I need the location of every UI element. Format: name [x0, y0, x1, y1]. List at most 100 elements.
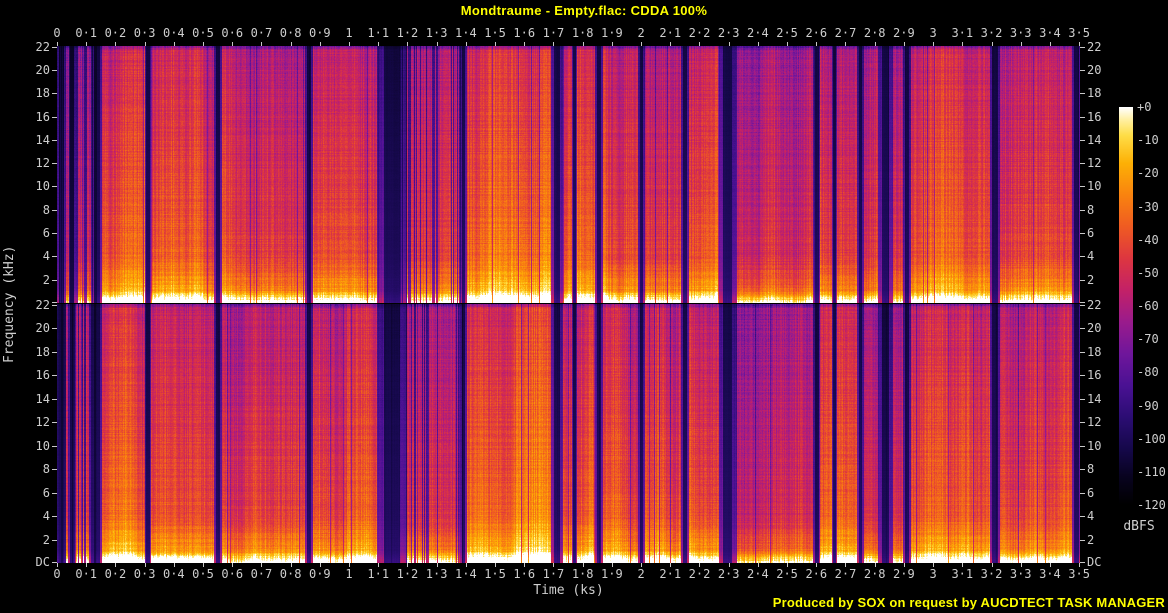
- x-tick: [436, 42, 438, 46]
- x-tick-label: 1·8: [571, 26, 594, 40]
- freq-tick: [52, 116, 57, 118]
- x-tick: [378, 42, 380, 46]
- freq-tick: [52, 492, 57, 494]
- x-tick-label: 0·9: [308, 26, 331, 40]
- freq-tick: [1080, 445, 1085, 447]
- freq-tick-dc: [1080, 302, 1085, 303]
- freq-tick-dc: [52, 302, 57, 303]
- freq-tick-label: 8: [1087, 202, 1095, 217]
- freq-tick: [52, 69, 57, 71]
- colorbar-tick-label: -80: [1137, 365, 1159, 380]
- x-tick: [582, 563, 584, 567]
- freq-tick: [52, 233, 57, 235]
- x-tick: [816, 563, 818, 567]
- x-tick-label: 0·6: [221, 567, 244, 581]
- freq-tick-label: 20: [1087, 62, 1102, 77]
- freq-tick-label: 16: [1087, 109, 1102, 124]
- x-tick: [1049, 42, 1051, 46]
- freq-tick-label: 2: [1087, 272, 1095, 287]
- x-tick-label: 1·1: [367, 567, 390, 581]
- freq-tick-label: 10: [1087, 438, 1102, 453]
- colorbar-tick-label: -20: [1137, 166, 1159, 181]
- freq-tick: [52, 375, 57, 377]
- x-tick: [874, 42, 876, 46]
- freq-tick-label: 6: [42, 226, 50, 241]
- freq-tick-label: 2: [1087, 532, 1095, 547]
- freq-tick: [1080, 209, 1085, 211]
- x-tick-label: 2·5: [776, 26, 798, 40]
- freq-tick-label-dc: DC: [1087, 555, 1102, 569]
- x-tick-label: 3: [929, 26, 937, 40]
- freq-tick-label: 22: [1087, 297, 1102, 312]
- freq-tick-label: 18: [35, 344, 50, 359]
- x-tick-label: 1·5: [484, 26, 506, 40]
- x-tick: [1020, 563, 1022, 567]
- x-tick: [173, 42, 175, 46]
- x-tick: [699, 42, 701, 46]
- x-tick-label: 1·7: [542, 567, 565, 581]
- x-tick: [232, 563, 234, 567]
- x-tick: [465, 42, 467, 46]
- x-tick: [144, 563, 146, 567]
- x-tick-label: 2·8: [863, 567, 886, 581]
- freq-tick-label: 16: [35, 109, 50, 124]
- spectrogram-title: Mondtraume - Empty.flac: CDDA 100%: [460, 3, 708, 18]
- freq-tick-label: 2: [42, 272, 50, 287]
- x-tick: [407, 563, 409, 567]
- x-tick-label: 0·2: [104, 567, 127, 581]
- freq-tick-label: 4: [42, 509, 50, 524]
- x-tick-label: 0·4: [162, 26, 185, 40]
- freq-tick-label: 6: [1087, 485, 1095, 500]
- freq-tick: [1080, 398, 1085, 400]
- x-tick-label: 0·1: [75, 26, 98, 40]
- x-tick: [1049, 563, 1051, 567]
- x-tick: [962, 563, 964, 567]
- x-tick-label: 0: [53, 567, 61, 581]
- colorbar-tick-label: -10: [1137, 133, 1159, 148]
- freq-tick: [52, 398, 57, 400]
- x-tick: [1079, 42, 1081, 46]
- x-tick: [319, 563, 321, 567]
- x-tick-label: 2·2: [688, 567, 711, 581]
- freq-tick: [52, 256, 57, 258]
- x-tick-label: 0·9: [308, 567, 331, 581]
- x-tick: [903, 42, 905, 46]
- freq-tick-label: 4: [1087, 509, 1095, 524]
- x-tick: [903, 563, 905, 567]
- freq-tick: [52, 163, 57, 165]
- x-tick-label: 0·5: [192, 567, 214, 581]
- x-tick: [845, 563, 847, 567]
- x-tick-label: 2·2: [688, 26, 711, 40]
- colorbar-tick-label: -60: [1137, 299, 1159, 313]
- freq-tick: [1080, 116, 1085, 118]
- x-tick-label: 1: [345, 567, 353, 581]
- colorbar-tick-label: -90: [1137, 398, 1159, 413]
- x-tick: [611, 563, 613, 567]
- freq-tick-label: 22: [35, 297, 50, 312]
- x-tick-label: 2·3: [717, 567, 740, 581]
- x-axis-title: Time (ks): [533, 583, 604, 598]
- x-tick: [203, 42, 205, 46]
- freq-tick: [52, 186, 57, 188]
- freq-tick: [52, 328, 57, 330]
- x-tick-label: 1·2: [396, 26, 419, 40]
- freq-tick: [52, 539, 57, 541]
- x-tick: [349, 563, 351, 567]
- x-tick: [378, 563, 380, 567]
- x-tick-label: 3·3: [1009, 567, 1032, 581]
- x-tick-label: 2·7: [834, 26, 857, 40]
- freq-tick: [1080, 186, 1085, 188]
- x-tick: [787, 42, 789, 46]
- x-tick-label: 0·7: [250, 26, 273, 40]
- x-tick: [641, 42, 643, 46]
- freq-tick: [1080, 93, 1085, 95]
- x-tick: [728, 563, 730, 567]
- x-tick: [495, 42, 497, 46]
- x-tick-label: 1·3: [425, 26, 448, 40]
- x-tick-label: 1·9: [601, 567, 623, 581]
- x-tick-label: 1·6: [513, 567, 536, 581]
- freq-tick-label: 2: [42, 532, 50, 547]
- x-tick-label: 3·5: [1068, 26, 1090, 40]
- x-tick-label: 2·5: [776, 567, 798, 581]
